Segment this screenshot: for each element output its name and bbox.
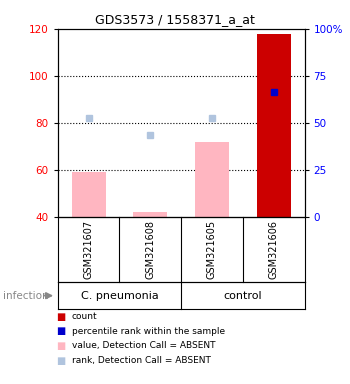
Bar: [195, 142, 229, 217]
Text: control: control: [224, 291, 262, 301]
Text: rank, Detection Call = ABSENT: rank, Detection Call = ABSENT: [72, 356, 211, 365]
Text: percentile rank within the sample: percentile rank within the sample: [72, 327, 225, 336]
Text: C. pneumonia: C. pneumonia: [80, 291, 158, 301]
Text: GDS3573 / 1558371_a_at: GDS3573 / 1558371_a_at: [95, 13, 255, 26]
Text: infection: infection: [4, 291, 49, 301]
Text: GSM321605: GSM321605: [207, 220, 217, 279]
Bar: [72, 172, 106, 217]
Bar: [133, 212, 167, 217]
Text: GSM321606: GSM321606: [269, 220, 279, 279]
Bar: [257, 33, 290, 217]
Text: ■: ■: [57, 326, 66, 336]
Text: ■: ■: [57, 341, 66, 351]
Text: ■: ■: [57, 312, 66, 322]
Text: value, Detection Call = ABSENT: value, Detection Call = ABSENT: [72, 341, 215, 351]
Text: GSM321608: GSM321608: [145, 220, 155, 279]
Text: GSM321607: GSM321607: [84, 220, 93, 279]
Text: count: count: [72, 312, 97, 321]
Text: ■: ■: [57, 356, 66, 366]
